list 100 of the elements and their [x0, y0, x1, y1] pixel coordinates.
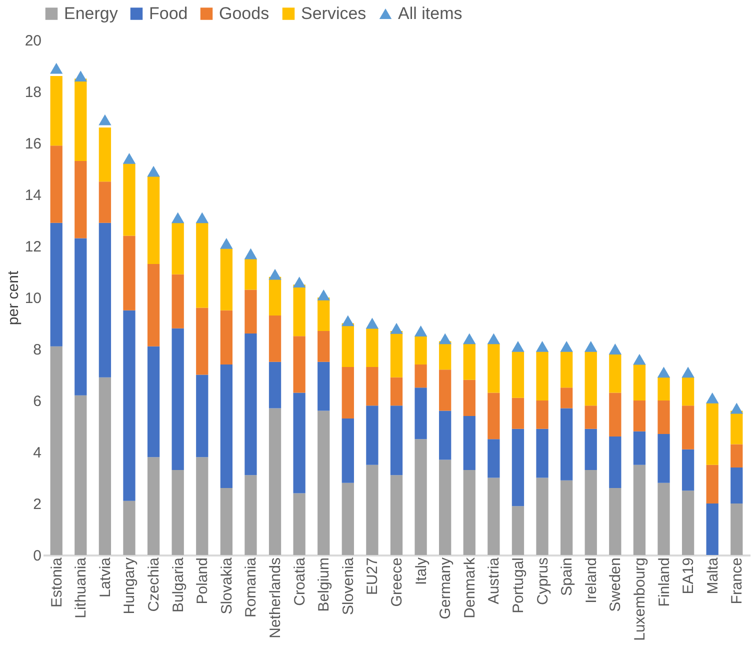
- bar: [439, 341, 452, 370]
- bar: [98, 377, 112, 555]
- bar: [609, 488, 622, 555]
- bar: [512, 428, 524, 506]
- bar: [50, 76, 62, 146]
- bar: [488, 392, 500, 440]
- x-tick-label: Portugal: [510, 558, 527, 614]
- point: [390, 322, 403, 334]
- bar: [609, 392, 622, 437]
- bar: [74, 78, 87, 162]
- bar: [366, 328, 378, 368]
- bar: [512, 506, 524, 555]
- bar: [439, 370, 452, 411]
- y-axis-title: per cent: [4, 270, 22, 326]
- bar: [730, 467, 743, 504]
- bar: [50, 222, 62, 346]
- bar: [706, 403, 718, 465]
- x-tick-label: Latvia: [96, 556, 114, 598]
- bar: [293, 392, 306, 494]
- point: [292, 276, 306, 288]
- bar: [658, 377, 670, 400]
- x-tick-label: Czechia: [146, 556, 163, 612]
- bar: [706, 464, 718, 504]
- bar: [463, 344, 476, 380]
- bar: [98, 222, 112, 378]
- legend-label: All items: [398, 4, 462, 23]
- y-tick-label: 16: [24, 136, 42, 152]
- x-tick-label: Romania: [242, 556, 260, 618]
- bar: [463, 416, 476, 470]
- bar: [536, 400, 548, 429]
- bar: [682, 406, 694, 450]
- point: [438, 333, 452, 344]
- bar: [147, 457, 160, 555]
- bar: [439, 410, 452, 460]
- bar: [268, 408, 282, 555]
- point: [414, 326, 428, 336]
- bar: [658, 400, 670, 434]
- bar: [244, 334, 257, 476]
- bar: [318, 298, 330, 331]
- point: [268, 268, 282, 280]
- x-tick-label: Germany: [437, 557, 454, 620]
- y-tick-label: 10: [24, 290, 42, 307]
- bar: [488, 439, 500, 478]
- bar: [172, 328, 184, 470]
- y-tick-label: 4: [33, 444, 42, 462]
- bar: [536, 352, 548, 400]
- bar: [196, 374, 208, 458]
- bar: [390, 377, 403, 406]
- bar: [463, 380, 476, 416]
- bar: [560, 408, 573, 480]
- bar: [730, 410, 743, 444]
- point: [74, 70, 87, 82]
- bar: [584, 406, 597, 429]
- bar: [74, 161, 87, 238]
- bar: [342, 367, 354, 419]
- point: [657, 366, 670, 378]
- bar: [123, 236, 136, 310]
- bar: [293, 336, 306, 393]
- bar: [682, 377, 694, 406]
- x-tick-label: Slovakia: [218, 556, 236, 614]
- bar: [560, 352, 573, 388]
- x-tick-label: Luxembourg: [631, 558, 648, 641]
- bar: [414, 439, 427, 555]
- bar: [318, 362, 330, 411]
- point: [608, 344, 622, 354]
- bar: [390, 330, 403, 378]
- point: [220, 238, 233, 249]
- bar: [633, 464, 646, 555]
- point: [342, 315, 354, 326]
- bar: [658, 482, 670, 555]
- bar: [268, 316, 282, 362]
- point: [584, 340, 598, 352]
- point: [147, 166, 160, 177]
- x-tick-label: EU27: [364, 558, 382, 596]
- bar: [196, 457, 208, 555]
- point: [122, 152, 136, 164]
- bar: [633, 431, 646, 465]
- bar: [609, 354, 622, 393]
- point: [633, 354, 646, 365]
- point: [50, 62, 63, 74]
- y-tick-label: 6: [33, 393, 42, 410]
- x-tick-label: EA19: [680, 558, 698, 594]
- legend-label: Energy: [64, 4, 118, 23]
- x-tick-label: Greece: [388, 558, 406, 607]
- bar: [220, 248, 233, 310]
- bar: [439, 460, 452, 555]
- bar: [609, 436, 622, 488]
- bar: [172, 470, 184, 555]
- bar: [414, 336, 427, 364]
- x-tick-label: Lithuania: [72, 556, 90, 618]
- bar: [488, 478, 500, 555]
- bar: [706, 504, 718, 555]
- x-tick-label: Poland: [194, 558, 212, 604]
- bar: [123, 500, 136, 555]
- bar: [366, 464, 378, 555]
- bar: [147, 346, 160, 458]
- bar: [293, 284, 306, 336]
- bar: [658, 434, 670, 483]
- y-tick-label: 20: [24, 32, 42, 50]
- point: [98, 114, 112, 126]
